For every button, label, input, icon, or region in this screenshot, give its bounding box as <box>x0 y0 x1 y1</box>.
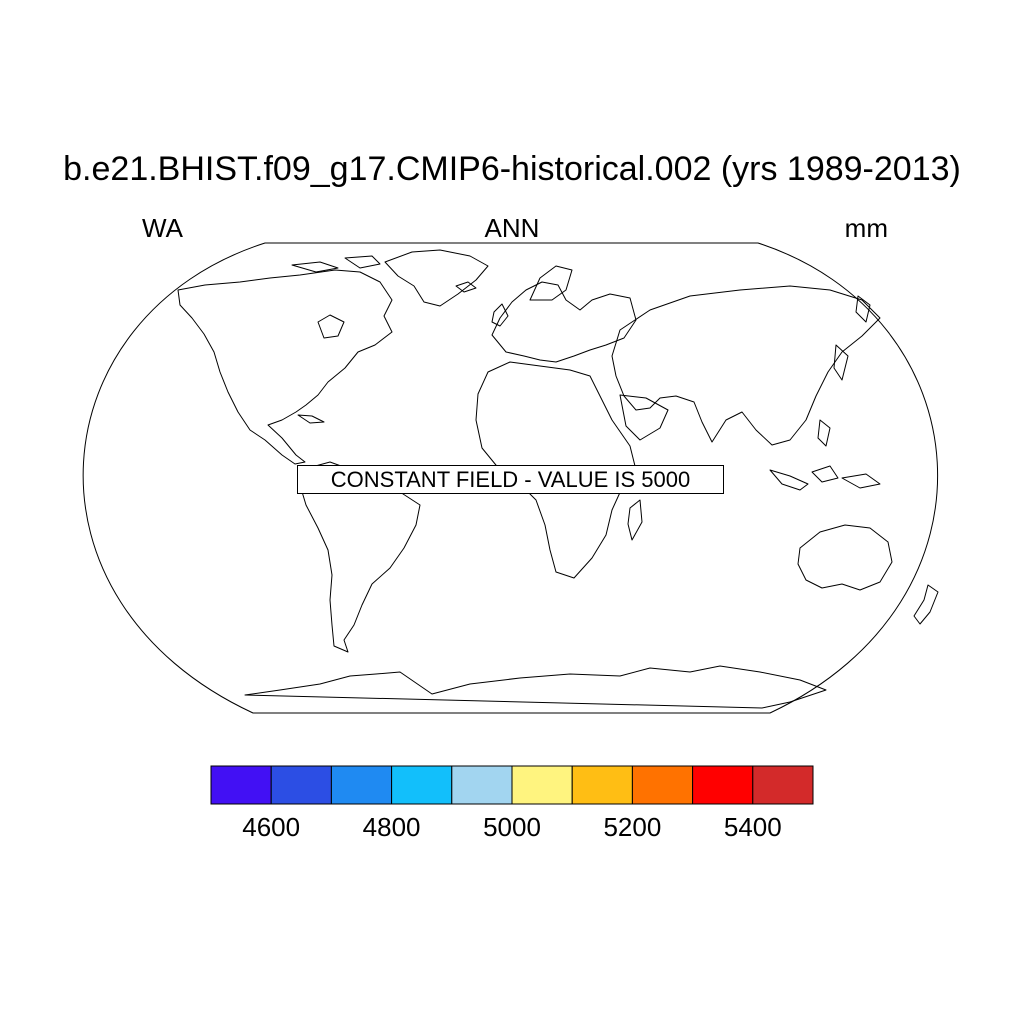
colorbar-box <box>210 765 272 805</box>
colorbar-box <box>391 765 453 805</box>
colorbar-tick-label: 5200 <box>603 812 662 842</box>
colorbar-box <box>631 765 694 805</box>
colorbar-box <box>511 765 573 805</box>
coastline-hudson-bay <box>317 314 345 339</box>
coastline-philippines <box>817 419 831 447</box>
coastline-asia <box>611 285 881 446</box>
colorbar-box <box>692 765 754 805</box>
coastline-scandinavia <box>529 265 573 301</box>
coastline-iceland <box>455 281 477 293</box>
plot-title: b.e21.BHIST.f09_g17.CMIP6-historical.002… <box>63 150 961 188</box>
coastline-japan <box>833 344 849 381</box>
colorbar-box <box>571 765 633 805</box>
colorbar-tick-label: 4800 <box>362 812 421 842</box>
colorbar-box <box>330 765 393 805</box>
coastline-arabia <box>619 394 669 441</box>
season-label: ANN <box>484 213 540 243</box>
coastline-cuba <box>297 414 325 424</box>
coastline-antarctica <box>244 665 827 709</box>
coastline-arctic-islands <box>291 255 381 273</box>
coastline-kamchatka <box>855 295 871 323</box>
coastline-australia <box>797 524 893 591</box>
colorbar-box <box>270 765 332 805</box>
constant-field-notice: CONSTANT FIELD - VALUE IS 5000 <box>297 465 724 494</box>
coastline-europe <box>491 281 637 363</box>
coastline-north-america <box>177 269 393 465</box>
units-label: mm <box>844 213 888 243</box>
variable-label: WA <box>142 213 183 243</box>
coastline-madagascar <box>627 499 643 541</box>
colorbar-box <box>752 765 814 805</box>
coastline-indonesia <box>769 465 881 491</box>
coastline-new-zealand <box>913 584 939 625</box>
colorbar-tick-label: 4600 <box>242 812 301 842</box>
colorbar-box <box>451 765 513 805</box>
coastline-britain <box>491 303 509 327</box>
coastline-greenland <box>384 249 489 307</box>
colorbar-tick-label: 5000 <box>483 812 541 842</box>
colorbar-tick-label: 5400 <box>723 812 782 842</box>
